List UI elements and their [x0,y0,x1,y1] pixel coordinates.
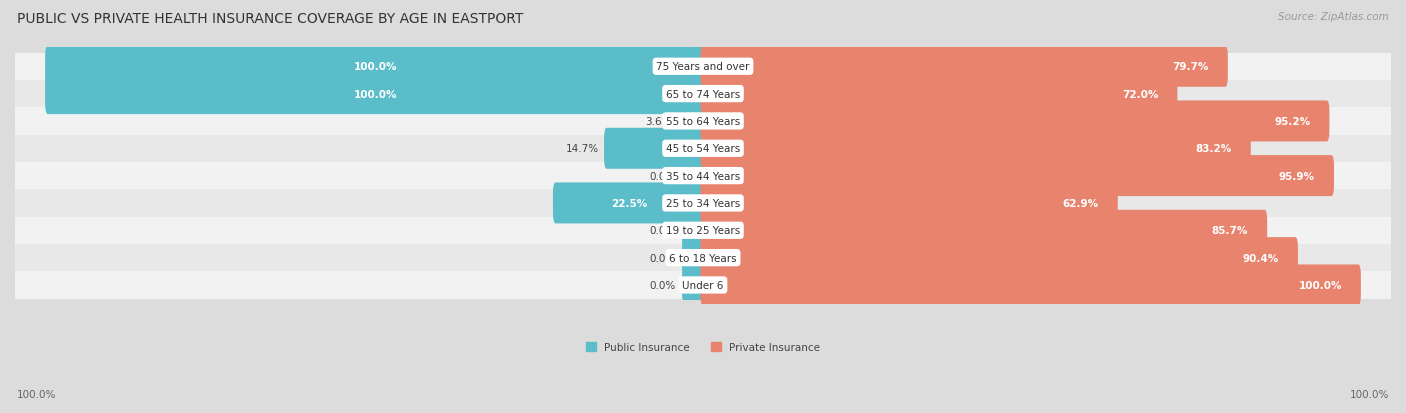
Text: 62.9%: 62.9% [1063,199,1098,209]
Text: 100.0%: 100.0% [17,389,56,399]
Text: 0.0%: 0.0% [650,226,675,236]
FancyBboxPatch shape [700,101,1330,142]
FancyBboxPatch shape [700,183,1118,224]
Text: 79.7%: 79.7% [1173,62,1209,72]
Text: 100.0%: 100.0% [354,89,396,100]
FancyBboxPatch shape [682,270,704,300]
Bar [15,53,1391,81]
Text: Source: ZipAtlas.com: Source: ZipAtlas.com [1278,12,1389,22]
FancyBboxPatch shape [676,101,706,142]
FancyBboxPatch shape [700,74,1177,115]
Text: 100.0%: 100.0% [354,62,396,72]
Bar [15,81,1391,108]
Text: 0.0%: 0.0% [650,253,675,263]
Text: 55 to 64 Years: 55 to 64 Years [666,116,740,127]
Text: 95.9%: 95.9% [1279,171,1315,181]
Text: 90.4%: 90.4% [1243,253,1279,263]
Text: 85.7%: 85.7% [1212,226,1249,236]
Text: 14.7%: 14.7% [565,144,599,154]
Text: 0.0%: 0.0% [650,171,675,181]
Bar [15,244,1391,272]
Text: 75 Years and over: 75 Years and over [657,62,749,72]
FancyBboxPatch shape [682,243,704,273]
Text: 3.6%: 3.6% [645,116,672,127]
Text: 35 to 44 Years: 35 to 44 Years [666,171,740,181]
Text: 45 to 54 Years: 45 to 54 Years [666,144,740,154]
Bar [15,190,1391,217]
Text: 83.2%: 83.2% [1195,144,1232,154]
Bar [15,135,1391,163]
Text: 22.5%: 22.5% [612,199,647,209]
Text: 6 to 18 Years: 6 to 18 Years [669,253,737,263]
FancyBboxPatch shape [700,237,1298,278]
FancyBboxPatch shape [605,128,706,169]
Text: 25 to 34 Years: 25 to 34 Years [666,199,740,209]
Bar [15,217,1391,244]
Text: PUBLIC VS PRIVATE HEALTH INSURANCE COVERAGE BY AGE IN EASTPORT: PUBLIC VS PRIVATE HEALTH INSURANCE COVER… [17,12,523,26]
FancyBboxPatch shape [700,156,1334,197]
Text: 100.0%: 100.0% [1298,280,1341,290]
FancyBboxPatch shape [700,265,1361,306]
Bar [15,272,1391,299]
FancyBboxPatch shape [700,210,1267,251]
FancyBboxPatch shape [45,47,706,88]
FancyBboxPatch shape [700,128,1251,169]
Text: 72.0%: 72.0% [1122,89,1159,100]
Bar [15,163,1391,190]
Text: 19 to 25 Years: 19 to 25 Years [666,226,740,236]
FancyBboxPatch shape [553,183,706,224]
Legend: Public Insurance, Private Insurance: Public Insurance, Private Insurance [582,339,824,356]
Text: 65 to 74 Years: 65 to 74 Years [666,89,740,100]
FancyBboxPatch shape [45,74,706,115]
FancyBboxPatch shape [682,216,704,246]
Bar [15,108,1391,135]
Text: 0.0%: 0.0% [650,280,675,290]
Text: Under 6: Under 6 [682,280,724,290]
Text: 100.0%: 100.0% [1350,389,1389,399]
FancyBboxPatch shape [700,47,1227,88]
Text: 95.2%: 95.2% [1274,116,1310,127]
FancyBboxPatch shape [682,161,704,191]
